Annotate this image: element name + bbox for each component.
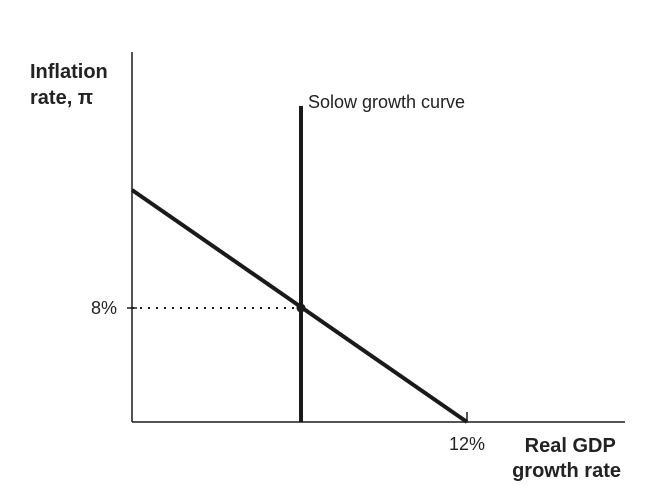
- y-axis-label-line2: rate, π: [30, 87, 93, 109]
- x-tick-label: 12%: [449, 434, 485, 454]
- equilibrium-point: [296, 303, 306, 313]
- x-axis-label-line1: Real GDP: [525, 435, 616, 457]
- x-axis-label: Real GDP growth rate: [512, 435, 621, 482]
- y-axis-label: Inflation rate, π: [30, 61, 113, 109]
- x-axis-label-line2: growth rate: [512, 460, 621, 482]
- y-axis-label-line1: Inflation: [30, 61, 108, 83]
- y-tick-label: 8%: [91, 298, 117, 318]
- solow-curve-label: Solow growth curve: [308, 92, 465, 112]
